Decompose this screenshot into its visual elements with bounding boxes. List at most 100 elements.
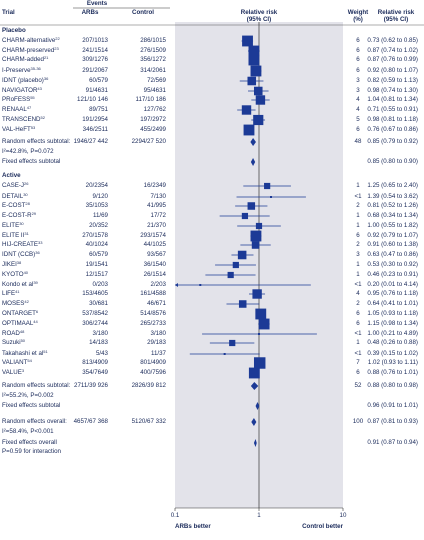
control-events: 314/2061 (140, 67, 166, 74)
estimate-square (253, 114, 264, 126)
weight-value: <1 (354, 330, 362, 337)
weight-value: 6 (356, 232, 360, 239)
weight-value: <1 (354, 350, 362, 357)
arbs-events: 40/1024 (85, 241, 108, 248)
estimate-square (255, 222, 263, 230)
trial-name: TRANSCEND52 (2, 115, 45, 123)
reference-superscript: 55 (30, 95, 35, 100)
arbs-events: 346/2511 (82, 126, 108, 133)
arbs-events: 354/7649 (82, 369, 108, 376)
x-tick-label: 1 (257, 512, 261, 519)
estimate-square (252, 289, 262, 299)
control-events: 41/995 (147, 202, 166, 209)
weight-value: 2 (356, 241, 360, 248)
weight-value: 4 (356, 106, 360, 113)
favours-arbs-label: ARBs better (175, 523, 211, 530)
estimate-square (241, 105, 252, 115)
reference-superscript: 21 (43, 55, 49, 60)
rr-ci-header: (95% CI) (246, 16, 272, 23)
reference-superscript: 53 (30, 125, 36, 130)
x-tick-label: 10 (339, 512, 347, 519)
reference-superscript: 22 (55, 36, 60, 41)
trial-name: KYOTO40 (2, 270, 29, 278)
trial-name: VALIANT54 (2, 358, 32, 366)
estimate-square (251, 241, 260, 249)
reference-superscript: 31 (24, 231, 29, 236)
reference-superscript: 44 (33, 319, 38, 324)
arbs-events: 153/4605 (82, 290, 108, 297)
interaction-p: P=0.59 for interaction (2, 448, 61, 455)
arbs-events: 89/751 (89, 106, 108, 113)
estimate-square (229, 339, 236, 347)
estimate-square (255, 308, 267, 320)
control-events: 72/569 (147, 77, 166, 84)
weight-value: 1 (356, 212, 360, 219)
random-overall-label: Random effects overall: (2, 418, 67, 425)
rr-value: 1.39 (0.54 to 3.62) (367, 193, 418, 200)
weight-value: 6 (356, 310, 360, 317)
reference-superscript: 28 (25, 201, 30, 206)
control-events: 276/1509 (140, 47, 166, 54)
trial-name: VALUE3 (2, 368, 25, 376)
arbs-events: 20/2354 (85, 182, 108, 189)
arbs-events: 121/10 146 (77, 96, 108, 103)
arbs-overall: 4657/67 368 (73, 418, 108, 425)
rr-value: 0.98 (0.81 to 1.18) (367, 116, 418, 123)
rr-value: 0.87 (0.76 to 0.99) (367, 56, 418, 63)
trial-name: RENAAL47 (2, 105, 32, 113)
control-events: 29/183 (147, 339, 166, 346)
fixed-rr-subtotal: 0.96 (0.91 to 1.01) (367, 402, 418, 409)
control-events: 17/72 (150, 212, 166, 219)
weight-value: 3 (356, 251, 360, 258)
rr-value: 1.02 (0.93 to 1.11) (367, 359, 418, 366)
weight-value: 6 (356, 47, 360, 54)
control-events: 7/130 (150, 193, 166, 200)
trial-name: CHARM-added21 (2, 55, 49, 63)
estimate-square (232, 261, 239, 269)
arbs-events: 91/4631 (85, 87, 108, 94)
reference-superscript: 48 (19, 329, 25, 334)
rr-subtotal: 0.88 (0.80 to 0.98) (367, 382, 418, 389)
arbs-events: 270/1578 (82, 232, 108, 239)
random-subtotal-label: Random effects subtotal: (2, 382, 71, 389)
estimate-square (253, 357, 266, 369)
control-events: 16/2349 (143, 182, 166, 189)
control-events: 11/37 (150, 350, 166, 357)
estimate-square (258, 318, 270, 330)
weight-value: 2 (356, 202, 360, 209)
fixed-subtotal-label: Fixed effects subtotal (2, 402, 61, 409)
weight-value: 7 (356, 359, 360, 366)
estimate-square (242, 35, 253, 47)
arbs-events: 30/681 (89, 300, 108, 307)
fixed-subtotal-diamond (250, 158, 256, 166)
arbs-events: 19/1541 (85, 261, 108, 268)
trial-name: E-COST-R29 (2, 211, 37, 219)
weight-unit-header: (%) (353, 16, 363, 23)
reference-superscript: 43 (37, 86, 42, 91)
control-events: 400/7596 (140, 369, 166, 376)
reference-superscript: 35-36 (30, 66, 41, 71)
trial-name: Kondo et al39 (2, 280, 38, 288)
rr-value: 0.81 (0.52 to 1.26) (367, 202, 418, 209)
estimate-square (264, 182, 271, 190)
rr-value: 0.64 (0.41 to 1.01) (367, 300, 418, 307)
arbs-events: 5/43 (95, 350, 108, 357)
estimate-square (248, 45, 260, 57)
arbs-events: 191/2954 (82, 116, 108, 123)
arbs-events: 3/180 (92, 330, 108, 337)
random-subtotal-label: Random effects subtotal: (2, 138, 71, 145)
estimate-square (223, 353, 226, 355)
control-events: 21/370 (147, 222, 166, 229)
trial-name: NAVIGATOR43 (2, 86, 42, 94)
control-events: 801/4909 (140, 359, 166, 366)
reference-superscript: 41 (15, 289, 20, 294)
control-header: Control (132, 9, 154, 16)
arbs-subtotal: 2711/39 926 (74, 382, 108, 389)
estimate-square (250, 230, 262, 242)
subtotal-diamond (250, 138, 256, 146)
fixed-subtotal-diamond (255, 402, 260, 410)
estimate-square (250, 65, 262, 77)
estimate-square (248, 367, 260, 379)
favours-control-label: Control better (302, 523, 343, 530)
